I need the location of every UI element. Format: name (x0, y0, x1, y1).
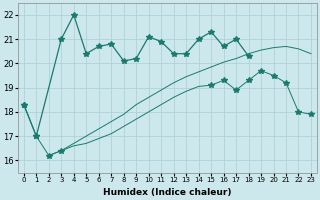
X-axis label: Humidex (Indice chaleur): Humidex (Indice chaleur) (103, 188, 232, 197)
